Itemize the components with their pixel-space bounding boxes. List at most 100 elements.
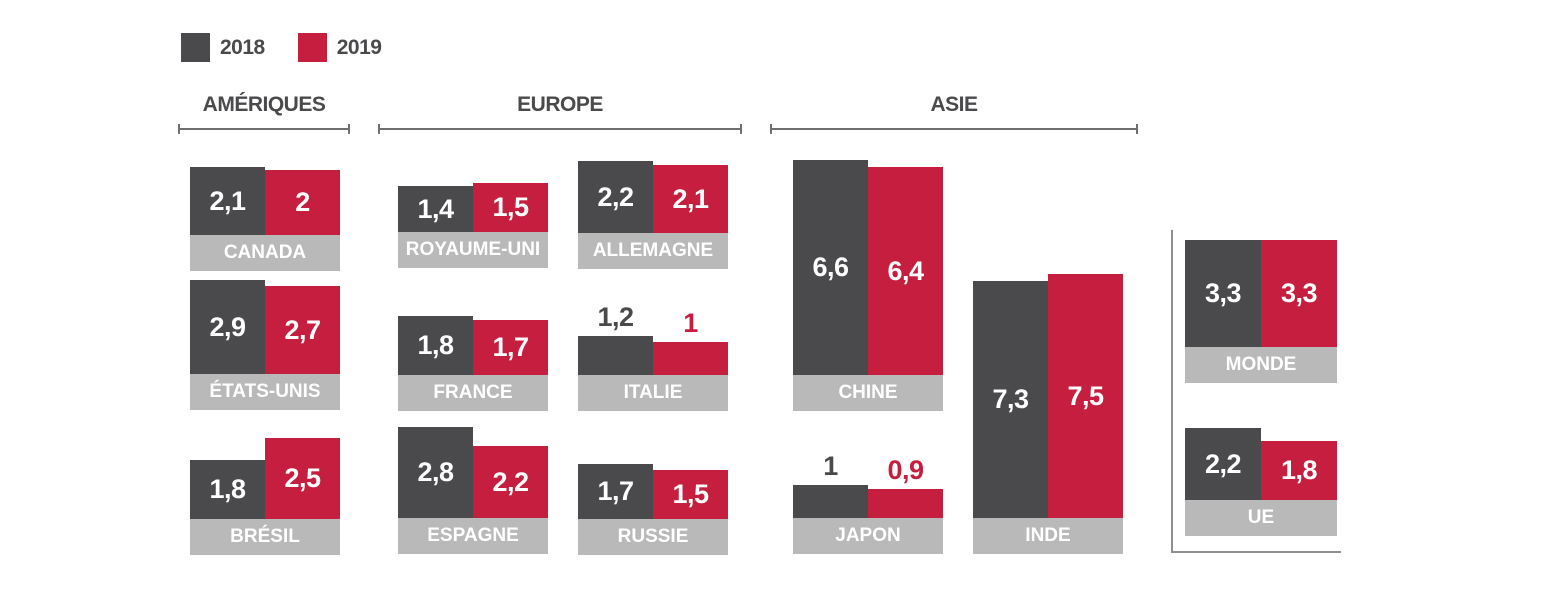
country-label: ITALIE	[623, 382, 683, 403]
bar-value-2018: 2,9	[209, 311, 246, 342]
bar-2019-france: 1,7	[473, 320, 548, 375]
bar-value-2018: 1,7	[597, 476, 634, 506]
bar-value-2018: 2,1	[209, 185, 246, 216]
bar-value-2019: 6,4	[887, 255, 924, 286]
bar-value-2018: 1,2	[597, 302, 634, 332]
bar-pair: 1,2 1	[578, 302, 728, 375]
bar-value-2018: 6,6	[812, 252, 849, 282]
country-chart-russie: 1,7 1,5 RUSSIE	[578, 464, 728, 555]
country-chart-japon: 1 0,9 JAPON	[793, 451, 943, 554]
world-eu-bracket-bottom-line	[1171, 551, 1341, 553]
country-label-band: INDE	[973, 518, 1123, 554]
bar-2018-canada: 2,1	[190, 167, 265, 235]
bar-value-2019: 2,7	[284, 314, 321, 345]
bar-value-2018: 7,3	[992, 384, 1029, 414]
bar-value-2019: 2,2	[492, 466, 529, 497]
bar-2018-italie: 1,2	[578, 302, 653, 375]
country-label-band: CHINE	[793, 375, 943, 411]
country-label-band: ITALIE	[578, 375, 728, 411]
region-header-americas: AMÉRIQUES	[178, 93, 350, 134]
country-chart-etats-unis: 2,9 2,7 ÉTATS-UNIS	[190, 280, 340, 410]
legend-label-2018: 2018	[220, 35, 265, 59]
region-underline	[178, 124, 350, 134]
country-label: JAPON	[835, 525, 901, 546]
legend-item-2018: 2018	[181, 33, 265, 62]
country-chart-monde: 3,3 3,3 MONDE	[1185, 240, 1337, 383]
bar-pair: 2,1 2	[190, 167, 340, 235]
bar-value-2018: 3,3	[1204, 278, 1242, 308]
bar-2019-japon: 0,9	[868, 455, 943, 518]
bar-value-2018: 1,4	[417, 193, 454, 224]
bar-2019-etats-unis: 2,7	[265, 286, 340, 374]
bar-value-2019: 1,5	[672, 479, 709, 509]
region-header-europe: EUROPE	[378, 93, 742, 134]
region-underline	[378, 124, 742, 134]
bar-2019-italie: 1	[653, 308, 728, 375]
country-label: INDE	[1025, 525, 1071, 546]
bar-2019-russie: 1,5	[653, 470, 728, 519]
bar-pair: 1 0,9	[793, 451, 943, 518]
bar-pair: 6,6 6,4	[793, 160, 943, 375]
bar-value-2019: 3,3	[1280, 278, 1318, 308]
bar-pair: 3,3 3,3	[1185, 240, 1337, 347]
country-label-band: ALLEMAGNE	[578, 233, 728, 269]
country-label-band: BRÉSIL	[190, 519, 340, 555]
bar-value-2019: 2,5	[284, 463, 321, 493]
country-label-band: CANADA	[190, 235, 340, 271]
bar-2019-royaume-uni: 1,5	[473, 183, 548, 232]
country-label: FRANCE	[433, 382, 513, 403]
region-underline	[770, 124, 1138, 134]
world-eu-bracket-vertical-line	[1171, 230, 1173, 553]
bar-pair: 7,3 7,5	[973, 274, 1123, 518]
bar-value-2018: 1,8	[209, 474, 246, 504]
bar-2018-royaume-uni: 1,4	[398, 186, 473, 232]
country-label: ALLEMAGNE	[592, 240, 714, 261]
legend-swatch-2019	[297, 33, 327, 62]
country-label: RUSSIE	[617, 526, 689, 547]
country-label: ESPAGNE	[427, 525, 519, 546]
bar-pair: 1,8 2,5	[190, 438, 340, 519]
legend-item-2019: 2019	[297, 33, 382, 62]
bar-2019-chine: 6,4	[868, 167, 943, 375]
bar-2018-russie: 1,7	[578, 464, 653, 519]
bar-2018-allemagne: 2,2	[578, 161, 653, 233]
bar-2019-allemagne: 2,1	[653, 165, 728, 233]
country-label: UE	[1247, 507, 1275, 528]
country-label-band: ÉTATS-UNIS	[190, 374, 340, 410]
legend-swatch-2018	[181, 33, 210, 62]
country-chart-italie: 1,2 1 ITALIE	[578, 302, 728, 411]
bar-pair: 1,4 1,5	[398, 183, 548, 232]
country-label-band: ESPAGNE	[398, 518, 548, 554]
region-label: EUROPE	[517, 93, 603, 116]
bar-value-2019: 1,8	[1280, 455, 1318, 485]
bar-value-2019: 1,7	[492, 332, 529, 362]
country-label-band: FRANCE	[398, 375, 548, 411]
bar-2019-inde: 7,5	[1048, 274, 1123, 518]
country-chart-allemagne: 2,2 2,1 ALLEMAGNE	[578, 161, 728, 269]
bar-2018-espagne: 2,8	[398, 427, 473, 518]
country-label: CHINE	[838, 382, 898, 403]
bar-2018-chine: 6,6	[793, 160, 868, 375]
country-label-band: MONDE	[1185, 347, 1337, 383]
region-label: AMÉRIQUES	[202, 93, 326, 116]
country-chart-ue: 2,2 1,8 UE	[1185, 428, 1337, 536]
bar-pair: 1,7 1,5	[578, 464, 728, 519]
country-chart-bresil: 1,8 2,5 BRÉSIL	[190, 438, 340, 555]
country-label-band: RUSSIE	[578, 519, 728, 555]
country-label-band: UE	[1185, 500, 1337, 536]
bar-2019-canada: 2	[265, 170, 340, 235]
bar-2019-ue: 1,8	[1261, 441, 1337, 500]
bar-value-2019: 7,5	[1067, 380, 1104, 411]
bar-pair: 1,8 1,7	[398, 316, 548, 375]
region-header-asia: ASIE	[770, 93, 1138, 134]
bar-pair: 2,2 1,8	[1185, 428, 1337, 500]
bar-2018-etats-unis: 2,9	[190, 280, 265, 374]
country-label: BRÉSIL	[230, 526, 300, 547]
country-label-band: JAPON	[793, 518, 943, 554]
bar-2018-bresil: 1,8	[190, 460, 265, 519]
bar-2018-japon: 1	[793, 451, 868, 518]
bar-2019-espagne: 2,2	[473, 446, 548, 518]
bar-pair: 2,8 2,2	[398, 427, 548, 518]
bar-value-2019: 0,9	[887, 455, 924, 485]
